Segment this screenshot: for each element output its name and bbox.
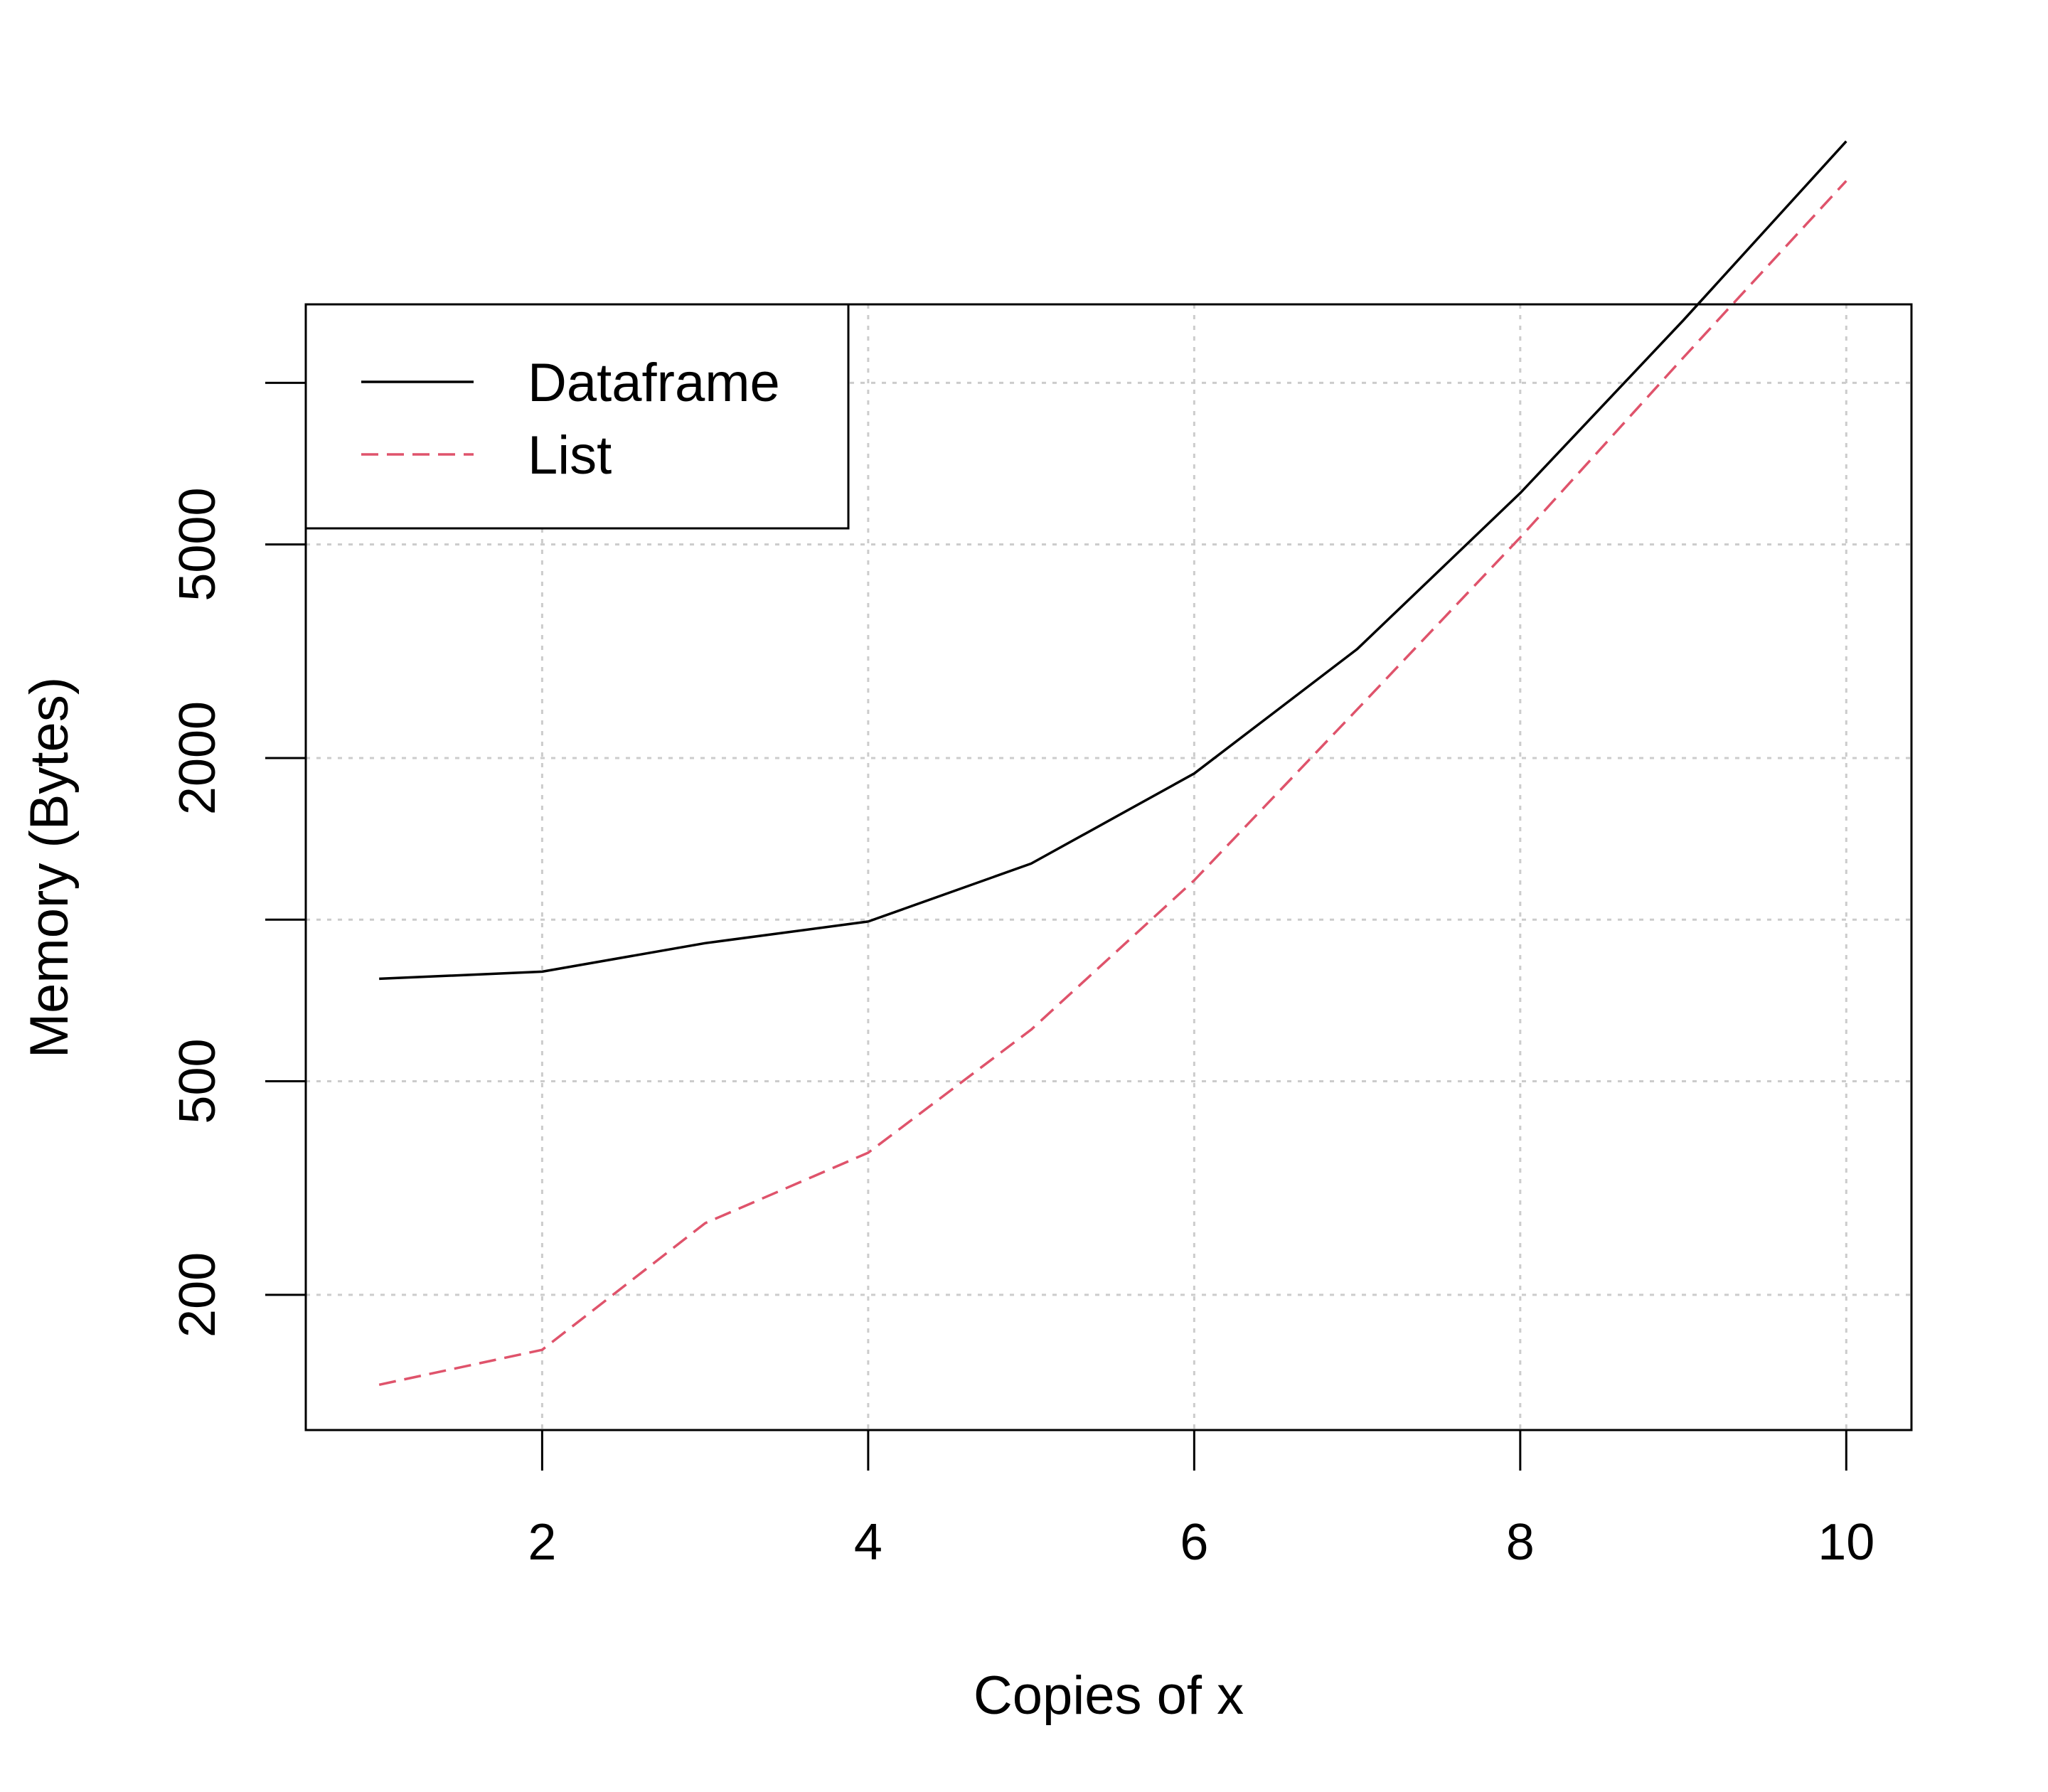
x-tick-label: 10 — [1818, 1514, 1874, 1571]
legend-box — [304, 303, 850, 530]
series-lines — [378, 140, 1847, 1387]
x-axis-title: Copies of x — [974, 1665, 1244, 1726]
x-tick-label: 2 — [528, 1514, 556, 1571]
y-tick-label: 5000 — [169, 488, 226, 602]
x-tick-label: 6 — [1180, 1514, 1208, 1571]
y-axis-title: Memory (Bytes) — [19, 677, 80, 1058]
series-line-dataframe — [379, 140, 1847, 981]
y-tick-label: 200 — [169, 1252, 226, 1338]
y-tick-label: 2000 — [169, 701, 226, 815]
x-tick-label: 8 — [1506, 1514, 1535, 1571]
x-axis: 2 4 6 8 10 — [528, 1429, 1874, 1571]
series-line-list — [378, 180, 1847, 1387]
legend-label-list: List — [528, 425, 612, 486]
y-axis: 200 500 2000 5000 — [169, 381, 307, 1338]
legend: Dataframe List — [304, 303, 850, 530]
x-tick-label: 4 — [854, 1514, 882, 1571]
legend-label-dataframe: Dataframe — [528, 353, 780, 413]
y-tick-label: 500 — [169, 1038, 226, 1124]
